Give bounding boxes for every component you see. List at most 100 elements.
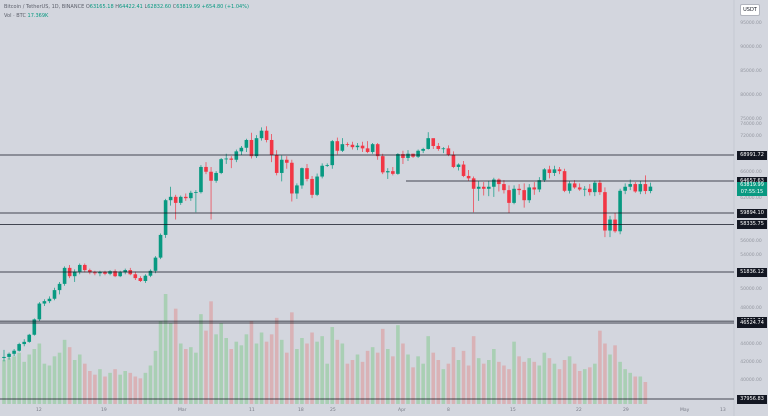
volume-bar [239,345,244,404]
candle-body [325,165,329,166]
time-tick-label: 25 [330,408,336,413]
candle-body [229,158,234,160]
volume-bar [77,354,82,404]
current-price-value: 63819.99 [740,181,764,188]
volume-bar [623,369,627,404]
price-tick-label: 42000.00 [740,360,762,366]
legend-ohlc: Bitcoin / TetherUS, 1D, BINANCE O63165.1… [4,4,249,10]
volume-bar [487,360,491,404]
currency-button[interactable]: USDT [740,4,760,16]
candle-body [108,271,112,274]
candle-body [461,164,466,176]
candle-body [502,184,506,191]
candle-body [613,219,617,232]
volume-bar [7,358,11,404]
candle-body [143,275,148,281]
volume-bar [153,350,158,404]
candle-body [204,166,208,172]
volume-bar [184,349,188,404]
candle-body [436,145,441,149]
candle-body [123,270,127,273]
volume-bar [471,336,476,404]
time-tick-label: Mar [178,408,187,413]
candle-body [396,154,400,174]
volume-bar [22,361,26,404]
candle-body [148,270,153,276]
time-tick-label: 19 [101,408,107,413]
volume-bar [598,330,602,404]
candle-body [168,196,173,201]
candle-body [224,158,228,160]
volume-bar [168,323,173,404]
volume-bar [492,349,496,404]
candle-body [522,190,526,201]
candle-body [178,196,183,203]
candle-body [492,179,496,187]
volume-bar [350,360,355,404]
candle-body [582,188,587,190]
volume-bar [497,361,501,404]
level-price-label: 37956.83 [737,394,767,404]
price-tick-label: 54000.00 [740,253,762,259]
volume-bar [224,338,228,404]
volume-bar [628,372,632,404]
volume-bar [52,356,57,404]
candle-body [315,176,319,195]
volume-bar [517,356,521,404]
candle-body [487,186,491,189]
candle-body [618,190,622,232]
low-value: 62832.60 [147,4,172,10]
volume-bar [532,361,537,404]
volume-bar [2,360,6,404]
volume-bar [67,347,72,404]
candle-body [305,168,309,179]
volume-bar [143,372,148,404]
volume-bar [259,332,264,404]
candle-body [648,186,653,192]
candle-body [219,159,223,173]
candle-body [83,264,87,271]
time-tick-label: 13 [720,408,726,413]
volume-bar [133,376,138,404]
candle-body [588,188,592,193]
volume-bar [12,356,16,404]
candle-body [456,164,461,167]
time-tick-label: 8 [447,408,450,413]
volume-bar [264,341,269,404]
candle-body [375,144,380,157]
volume-bar [163,294,168,404]
volume-bar [234,341,239,404]
candle-body [628,184,632,187]
volume-bar [446,363,451,404]
candle-body [199,166,203,193]
volume-bar [62,339,67,404]
price-tick-label: 85000.00 [740,69,762,75]
candle-body [532,187,537,190]
volume-bar [138,378,143,404]
candle-body [466,175,471,179]
volume-bar [83,363,87,404]
candle-body [103,271,107,274]
candle-body [244,139,249,148]
volume-bar [123,371,127,404]
candle-countdown: 07:55:15 [740,188,764,195]
candle-body [254,138,259,157]
candle-body [416,150,420,157]
close-label: C [172,4,177,10]
price-tick-label: 66000.00 [740,169,762,175]
candle-body [52,290,57,299]
volume-bar [285,352,289,404]
price-tick-label: 72000.00 [740,133,762,139]
candle-body [426,138,430,149]
candle-body [153,257,158,271]
volume-bar [436,360,441,404]
volume-bar [335,339,340,404]
candle-body [295,185,299,194]
volume-bar [557,369,562,404]
candle-body [471,178,476,189]
volume-bar [375,352,380,404]
volume-bar [88,371,92,404]
volume-bar [613,345,617,404]
